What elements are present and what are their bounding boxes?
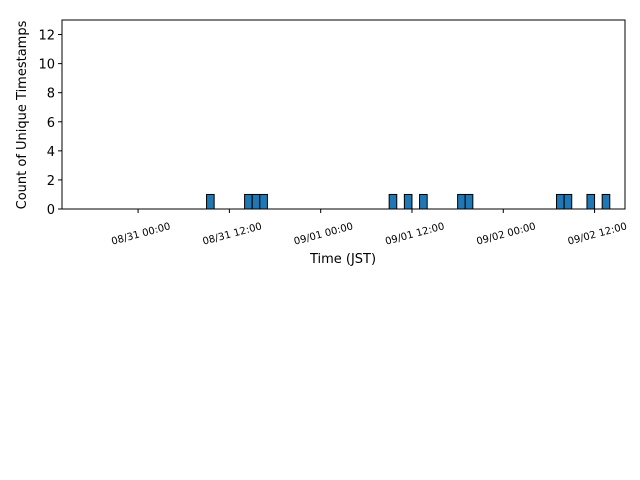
- x-tick-label: 09/01 12:00: [384, 221, 446, 247]
- bar: [259, 193, 268, 210]
- bar: [419, 193, 428, 210]
- y-axis-label: Count of Unique Timestamps: [15, 20, 30, 209]
- x-tick-label: 09/01 00:00: [293, 221, 355, 247]
- x-tick-label: 08/31 00:00: [110, 221, 172, 247]
- x-tick-label: 08/31 12:00: [202, 221, 264, 247]
- bar: [388, 193, 398, 210]
- bar: [244, 193, 253, 210]
- bar: [457, 193, 466, 210]
- bar: [251, 193, 261, 210]
- y-tick-label: 4: [47, 145, 55, 160]
- plot-frame: [61, 19, 626, 210]
- bar: [556, 193, 565, 210]
- y-tick-label: 12: [38, 29, 55, 44]
- bar: [586, 193, 596, 210]
- x-tick-label: 09/02 12:00: [567, 221, 629, 247]
- bar: [563, 193, 573, 210]
- bar: [403, 193, 413, 210]
- bar: [464, 193, 474, 210]
- y-tick-label: 10: [38, 58, 55, 73]
- bar: [601, 193, 611, 210]
- x-tick-label: 09/02 00:00: [475, 221, 537, 247]
- y-tick-label: 8: [47, 87, 55, 102]
- y-tick-label: 2: [47, 174, 55, 189]
- y-tick-label: 6: [47, 116, 55, 131]
- y-tick-label: 0: [47, 203, 55, 218]
- bar: [206, 193, 215, 210]
- x-axis-label: Time (JST): [309, 252, 376, 267]
